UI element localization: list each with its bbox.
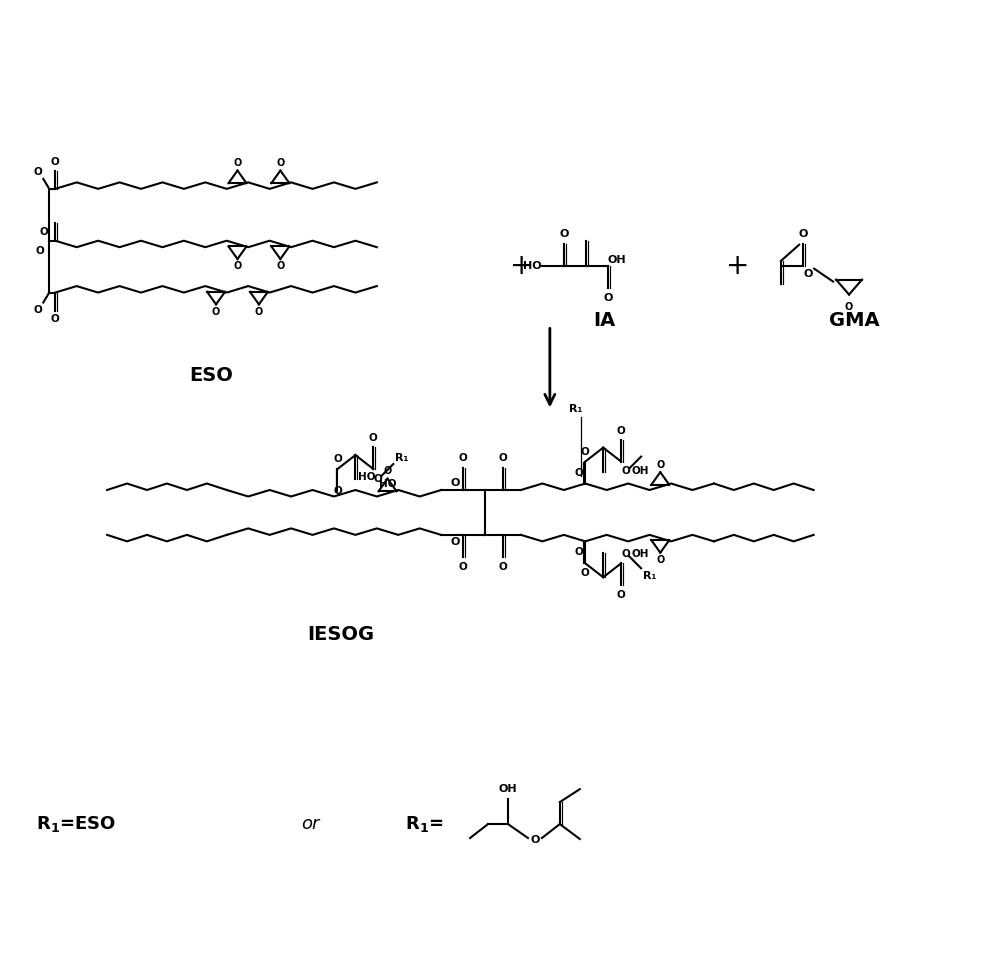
Text: O: O bbox=[333, 454, 342, 465]
Text: O: O bbox=[617, 590, 626, 600]
Text: O: O bbox=[333, 486, 342, 496]
Text: O: O bbox=[450, 537, 460, 547]
Text: O: O bbox=[575, 548, 583, 558]
Text: O: O bbox=[233, 262, 242, 271]
Text: $\mathbf{R_1}$=: $\mathbf{R_1}$= bbox=[405, 814, 444, 834]
Text: O: O bbox=[499, 453, 507, 464]
Text: $\mathbf{R_1}$=ESO: $\mathbf{R_1}$=ESO bbox=[36, 814, 116, 834]
Text: O: O bbox=[276, 158, 284, 168]
Text: O: O bbox=[581, 447, 590, 457]
Text: O: O bbox=[603, 293, 612, 303]
Text: O: O bbox=[373, 474, 382, 484]
Text: O: O bbox=[459, 562, 467, 571]
Text: O: O bbox=[656, 460, 664, 469]
Text: O: O bbox=[499, 562, 507, 571]
Text: R₁: R₁ bbox=[569, 404, 582, 414]
Text: R₁: R₁ bbox=[643, 571, 656, 581]
Text: HO: HO bbox=[358, 472, 376, 482]
Text: O: O bbox=[255, 307, 263, 317]
Text: O: O bbox=[276, 262, 284, 271]
Text: O: O bbox=[233, 158, 242, 168]
Text: O: O bbox=[531, 835, 540, 845]
Text: O: O bbox=[803, 269, 813, 278]
Text: O: O bbox=[51, 315, 60, 324]
Text: O: O bbox=[798, 228, 808, 239]
Text: HO: HO bbox=[379, 478, 396, 488]
Text: R₁: R₁ bbox=[395, 453, 409, 464]
Text: OH: OH bbox=[631, 550, 649, 560]
Text: O: O bbox=[40, 226, 48, 237]
Text: O: O bbox=[617, 425, 626, 436]
Text: O: O bbox=[459, 453, 467, 464]
Text: ESO: ESO bbox=[189, 366, 233, 385]
Text: OH: OH bbox=[608, 255, 626, 265]
Text: or: or bbox=[301, 815, 320, 833]
Text: +: + bbox=[510, 252, 534, 279]
Text: O: O bbox=[34, 305, 42, 315]
Text: O: O bbox=[621, 550, 630, 560]
Text: IA: IA bbox=[594, 311, 616, 330]
Text: O: O bbox=[656, 555, 664, 565]
Text: OH: OH bbox=[631, 466, 649, 475]
Text: +: + bbox=[726, 252, 749, 279]
Text: O: O bbox=[845, 302, 853, 312]
Text: IESOG: IESOG bbox=[307, 625, 374, 644]
Text: OH: OH bbox=[499, 784, 517, 794]
Text: O: O bbox=[559, 228, 569, 239]
Text: HO: HO bbox=[523, 261, 542, 270]
Text: O: O bbox=[581, 568, 590, 578]
Text: O: O bbox=[36, 246, 44, 256]
Text: O: O bbox=[450, 478, 460, 488]
Text: O: O bbox=[34, 167, 42, 177]
Text: O: O bbox=[575, 467, 583, 477]
Text: O: O bbox=[51, 157, 60, 167]
Text: O: O bbox=[212, 307, 220, 317]
Text: O: O bbox=[621, 466, 630, 475]
Text: GMA: GMA bbox=[829, 311, 879, 330]
Text: O: O bbox=[369, 433, 378, 443]
Text: O: O bbox=[383, 466, 392, 476]
